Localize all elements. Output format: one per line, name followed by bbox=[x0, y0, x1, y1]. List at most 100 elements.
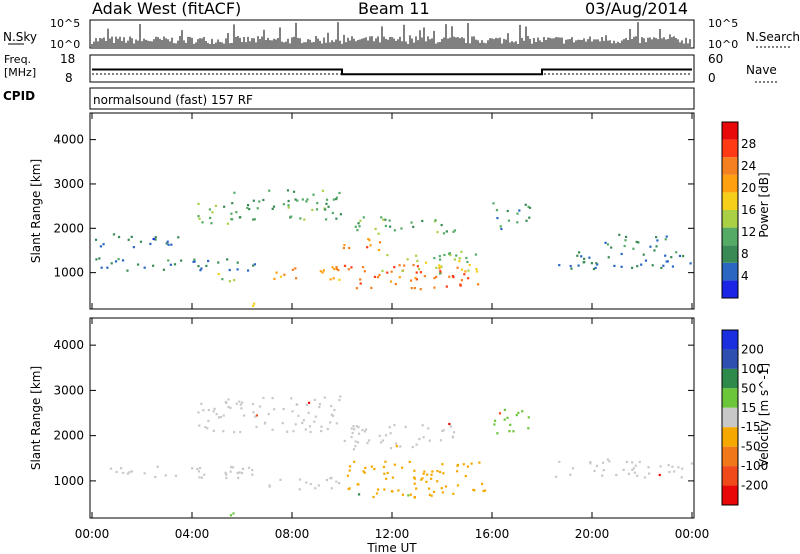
range-gate-cell bbox=[251, 304, 255, 308]
range-gate-cell bbox=[356, 441, 360, 444]
range-gate-cell bbox=[202, 409, 205, 412]
range-gate-cell bbox=[401, 466, 404, 469]
range-gate-cell bbox=[180, 259, 183, 262]
range-gate-cell bbox=[227, 405, 230, 409]
range-gate-cell bbox=[503, 418, 506, 421]
range-gate-cell bbox=[338, 398, 341, 402]
range-gate-cell bbox=[239, 430, 242, 434]
range-gate-cell bbox=[527, 427, 530, 430]
range-gate-cell bbox=[435, 275, 438, 279]
range-gate-cell bbox=[295, 403, 299, 406]
x-tick-label: 08:00 bbox=[275, 527, 310, 541]
colorbar-frame bbox=[721, 329, 739, 506]
range-gate-cell bbox=[102, 243, 105, 246]
colorbar-swatch bbox=[722, 262, 738, 281]
range-gate-cell bbox=[167, 243, 170, 246]
range-gate-cell bbox=[527, 205, 530, 208]
range-gate-cell bbox=[601, 461, 605, 464]
range-gate-cell bbox=[555, 475, 558, 478]
colorbar-tick-label: -100 bbox=[741, 459, 768, 473]
range-gate-cell bbox=[258, 405, 262, 408]
range-gate-cell bbox=[423, 470, 426, 473]
range-gate-cell bbox=[329, 278, 332, 281]
range-gate-cell bbox=[313, 420, 316, 423]
range-gate-cell bbox=[252, 411, 255, 414]
range-gate-cell bbox=[390, 270, 393, 273]
range-gate-cell bbox=[441, 463, 444, 466]
range-gate-cell bbox=[580, 255, 583, 258]
range-gate-cell bbox=[98, 257, 101, 260]
colorbar-tick-label: 16 bbox=[741, 203, 756, 217]
range-gate-cell bbox=[595, 464, 599, 468]
range-gate-cell bbox=[162, 268, 166, 271]
range-gate-cell bbox=[238, 471, 241, 474]
colorbar-tick-label: 12 bbox=[741, 225, 756, 239]
range-gate-cell bbox=[307, 411, 310, 414]
range-gate-cell bbox=[214, 204, 218, 207]
range-gate-cell bbox=[428, 493, 432, 496]
range-gate-cell bbox=[413, 286, 416, 290]
range-gate-cell bbox=[474, 253, 478, 256]
range-gate-cell bbox=[403, 264, 406, 267]
range-gate-cell bbox=[467, 269, 470, 272]
range-gate-cell bbox=[166, 240, 169, 243]
range-gate-cell bbox=[247, 466, 251, 469]
range-gate-cell bbox=[456, 470, 459, 473]
range-gate-cell bbox=[294, 198, 297, 201]
range-gate-cell bbox=[438, 258, 442, 261]
range-gate-cell bbox=[498, 412, 502, 415]
range-gate-cell bbox=[128, 471, 131, 474]
colorbar-swatch bbox=[722, 330, 738, 350]
range-gate-cell bbox=[482, 489, 485, 493]
range-gate-cell bbox=[391, 476, 394, 479]
range-gate-cell bbox=[397, 489, 400, 492]
range-gate-cell bbox=[332, 277, 335, 280]
range-gate-cell bbox=[305, 481, 308, 484]
range-gate-cell bbox=[325, 218, 328, 221]
x-tick-label: 20:00 bbox=[575, 527, 610, 541]
range-gate-cell bbox=[398, 264, 401, 267]
range-gate-cell bbox=[367, 439, 371, 442]
range-gate-cell bbox=[313, 398, 316, 401]
range-gate-cell bbox=[320, 429, 323, 433]
range-gate-cell bbox=[373, 467, 376, 471]
range-gate-cell bbox=[117, 258, 120, 261]
range-gate-cell bbox=[282, 407, 285, 411]
range-gate-cell bbox=[200, 402, 203, 405]
range-gate-cell bbox=[348, 465, 352, 468]
range-gate-cell bbox=[228, 280, 231, 283]
range-gate-cell bbox=[438, 264, 441, 267]
range-gate-cell bbox=[430, 494, 433, 497]
range-gate-cell bbox=[441, 491, 444, 494]
range-gate-cell bbox=[301, 421, 304, 425]
range-gate-cell bbox=[452, 492, 455, 495]
range-gate-cell bbox=[625, 460, 629, 463]
range-gate-cell bbox=[436, 231, 439, 234]
range-gate-cell bbox=[246, 206, 249, 210]
range-gate-cell bbox=[378, 273, 381, 277]
range-gate-cell bbox=[368, 238, 371, 242]
range-gate-cell bbox=[327, 205, 330, 208]
nave-tick-top: 60 bbox=[708, 52, 723, 66]
range-gate-cell bbox=[624, 239, 627, 242]
range-gate-cell bbox=[198, 217, 201, 220]
range-gate-cell bbox=[246, 269, 250, 272]
range-gate-cell bbox=[382, 465, 386, 469]
range-gate-cell bbox=[126, 269, 129, 272]
range-gate-cell bbox=[690, 462, 694, 465]
range-gate-cell bbox=[130, 235, 133, 238]
range-gate-cell bbox=[174, 474, 178, 477]
range-gate-cell bbox=[112, 233, 116, 236]
range-gate-cell bbox=[372, 495, 375, 499]
velocity-panel bbox=[89, 317, 695, 519]
range-gate-cell bbox=[528, 216, 531, 219]
range-gate-cell bbox=[448, 275, 451, 278]
range-gate-cell bbox=[503, 408, 506, 411]
range-gate-cell bbox=[354, 445, 357, 448]
range-gate-cell bbox=[480, 482, 484, 485]
range-gate-cell bbox=[463, 273, 466, 276]
range-gate-cell bbox=[441, 429, 444, 432]
range-gate-cell bbox=[120, 467, 123, 470]
range-gate-cell bbox=[384, 224, 387, 228]
range-gate-cell bbox=[366, 246, 369, 249]
